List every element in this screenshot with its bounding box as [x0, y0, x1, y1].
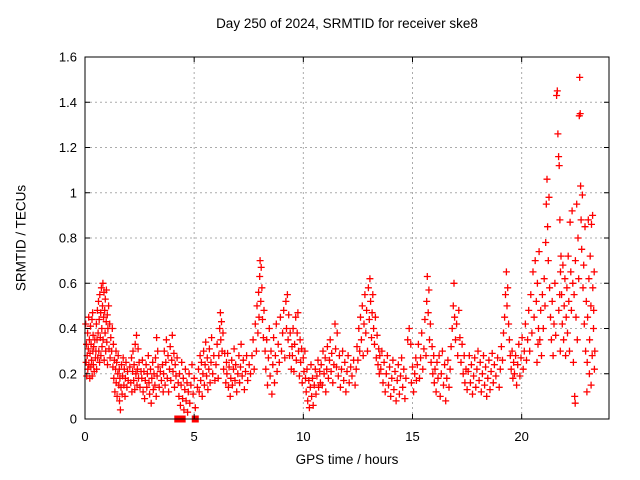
y-tick-label: 1 [70, 185, 77, 200]
y-tick-label: 1.6 [59, 50, 77, 65]
y-tick-label: 0.2 [59, 366, 77, 381]
x-tick-label: 15 [405, 429, 419, 444]
x-tick-label: 10 [296, 429, 310, 444]
x-axis-label: GPS time / hours [295, 452, 399, 467]
scatter-points [82, 73, 599, 416]
y-tick-label: 1.2 [59, 140, 77, 155]
x-tick-label: 5 [191, 429, 198, 444]
x-tick-label: 0 [81, 429, 88, 444]
x-tick-label: 20 [514, 429, 528, 444]
y-tick-label: 0.8 [59, 231, 77, 246]
y-tick-label: 0.6 [59, 276, 77, 291]
plot-border [84, 56, 610, 420]
y-tick-label: 0.4 [59, 321, 77, 336]
y-tick-label: 0 [70, 412, 77, 427]
y-tick-label: 1.4 [59, 95, 77, 110]
chart-title: Day 250 of 2024, SRMTID for receiver ske… [216, 16, 478, 31]
